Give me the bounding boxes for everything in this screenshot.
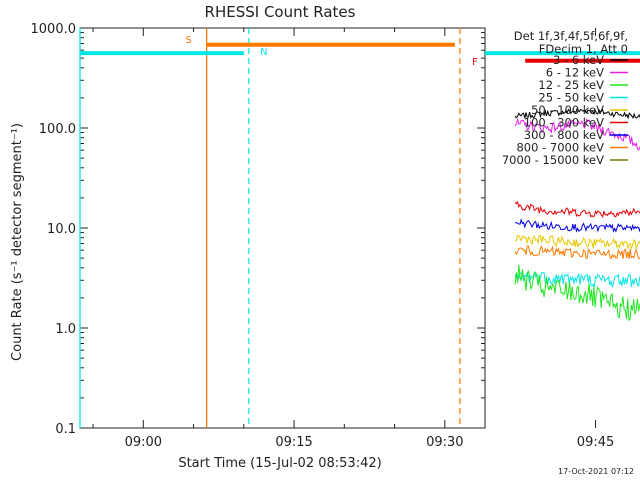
plot-area (79, 27, 486, 429)
series-line-3-6-kev (514, 108, 640, 120)
legend-entry-label: 800 - 7000 keV (516, 141, 604, 155)
y-tick-label: 1000.0 (31, 22, 77, 37)
legend-header-line-1: Det 1f,3f,4f,5f,6f,9f, (514, 29, 628, 43)
y-axis-label: Count Rate (s⁻¹ detector segment⁻¹) (10, 123, 25, 361)
flag-label-n: N (260, 47, 267, 58)
series-group (514, 108, 640, 322)
x-tick-label: 09:00 (125, 435, 162, 450)
series-line-800-7000-kev (514, 245, 640, 260)
legend-entry-label: 6 - 12 keV (546, 66, 604, 80)
legend-entry-label: 100 - 300 keV (524, 116, 604, 130)
series-line-12-25-kev (514, 264, 640, 322)
legend-entry-label: 25 - 50 keV (538, 91, 604, 105)
series-line-6-12-kev (514, 117, 640, 151)
legend: Det 1f,3f,4f,5f,6f,9f, FDecim 1, Att 0 3… (502, 29, 628, 167)
flag-label-f: F (472, 57, 478, 68)
flag-markers: S N F (79, 28, 640, 428)
legend-header-line-2: FDecim 1, Att 0 (539, 42, 628, 56)
flag-label-s: S (185, 35, 191, 46)
x-tick-label: 09:15 (275, 435, 312, 450)
series-line-25-50-kev (514, 270, 640, 289)
legend-entry-label: 3 - 6 keV (553, 53, 604, 67)
y-axis: 0.1 1.0 10.0 100.0 1000.0 (31, 22, 485, 437)
y-tick-label: 10.0 (47, 222, 76, 237)
x-tick-label: 09:30 (426, 435, 463, 450)
chart-title: RHESSI Count Rates (205, 3, 356, 21)
y-tick-label: 0.1 (55, 422, 76, 437)
plot-frame (79, 27, 486, 429)
legend-entry-label: 300 - 800 keV (524, 128, 604, 142)
legend-entry-label: 7000 - 15000 keV (502, 153, 604, 167)
x-tick-label: 09:45 (577, 435, 614, 450)
legend-entry-label: 12 - 25 keV (538, 78, 604, 92)
footer-date: 17-Oct-2021 07:12 (558, 467, 634, 476)
series-line-100-300-kev (514, 200, 640, 218)
series-line-300-800-kev (514, 218, 640, 233)
series-line-50-100-kev (514, 234, 640, 251)
legend-entry-label: 50 - 100 keV (531, 103, 604, 117)
y-tick-label: 100.0 (39, 122, 76, 137)
y-tick-label: 1.0 (55, 322, 76, 337)
x-axis-label: Start Time (15-Jul-02 08:53:42) (178, 456, 381, 471)
